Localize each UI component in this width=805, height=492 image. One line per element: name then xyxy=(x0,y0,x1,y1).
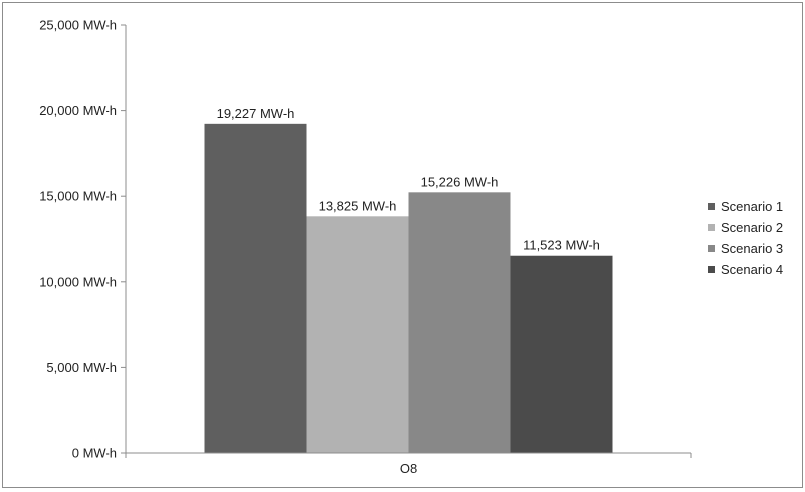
x-category-label: O8 xyxy=(400,461,417,476)
x-axis: O8 xyxy=(125,452,692,476)
data-label: 15,226 MW-h xyxy=(421,174,499,189)
bar-scenario-3 xyxy=(408,192,511,454)
bars xyxy=(204,123,613,454)
legend-swatch xyxy=(708,203,715,210)
legend-label: Scenario 3 xyxy=(721,241,783,256)
legend: Scenario 1 Scenario 2 Scenario 3 Scenario 4 xyxy=(708,199,783,277)
legend-label: Scenario 2 xyxy=(721,220,783,235)
data-labels: 19,227 MW-h 13,825 MW-h 15,226 MW-h 11,523 … xyxy=(217,106,600,253)
y-tick-label: 20,000 MW-h xyxy=(39,103,117,118)
bar-scenario-1 xyxy=(204,123,307,453)
y-tick-label: 5,000 MW-h xyxy=(46,360,117,375)
legend-swatch xyxy=(708,245,715,252)
legend-label: Scenario 1 xyxy=(721,199,783,214)
bar-scenario-2 xyxy=(306,216,409,453)
y-tick-label: 0 MW-h xyxy=(72,446,117,461)
data-label: 11,523 MW-h xyxy=(523,238,600,253)
y-axis: 0 MW-h 5,000 MW-h 10,000 MW-h 15,000 MW-h 20… xyxy=(39,18,127,461)
y-tick-label: 10,000 MW-h xyxy=(39,274,117,289)
data-label: 19,227 MW-h xyxy=(217,106,295,121)
y-tick-label: 25,000 MW-h xyxy=(39,18,117,33)
legend-label: Scenario 4 xyxy=(721,262,783,277)
bar-scenario-4 xyxy=(510,255,613,453)
y-tick-label: 15,000 MW-h xyxy=(39,189,117,204)
data-label: 13,825 MW-h xyxy=(319,198,397,213)
legend-swatch xyxy=(708,224,715,231)
legend-swatch xyxy=(708,266,715,273)
bar-chart: 0 MW-h 5,000 MW-h 10,000 MW-h 15,000 MW-h 20… xyxy=(39,18,783,477)
